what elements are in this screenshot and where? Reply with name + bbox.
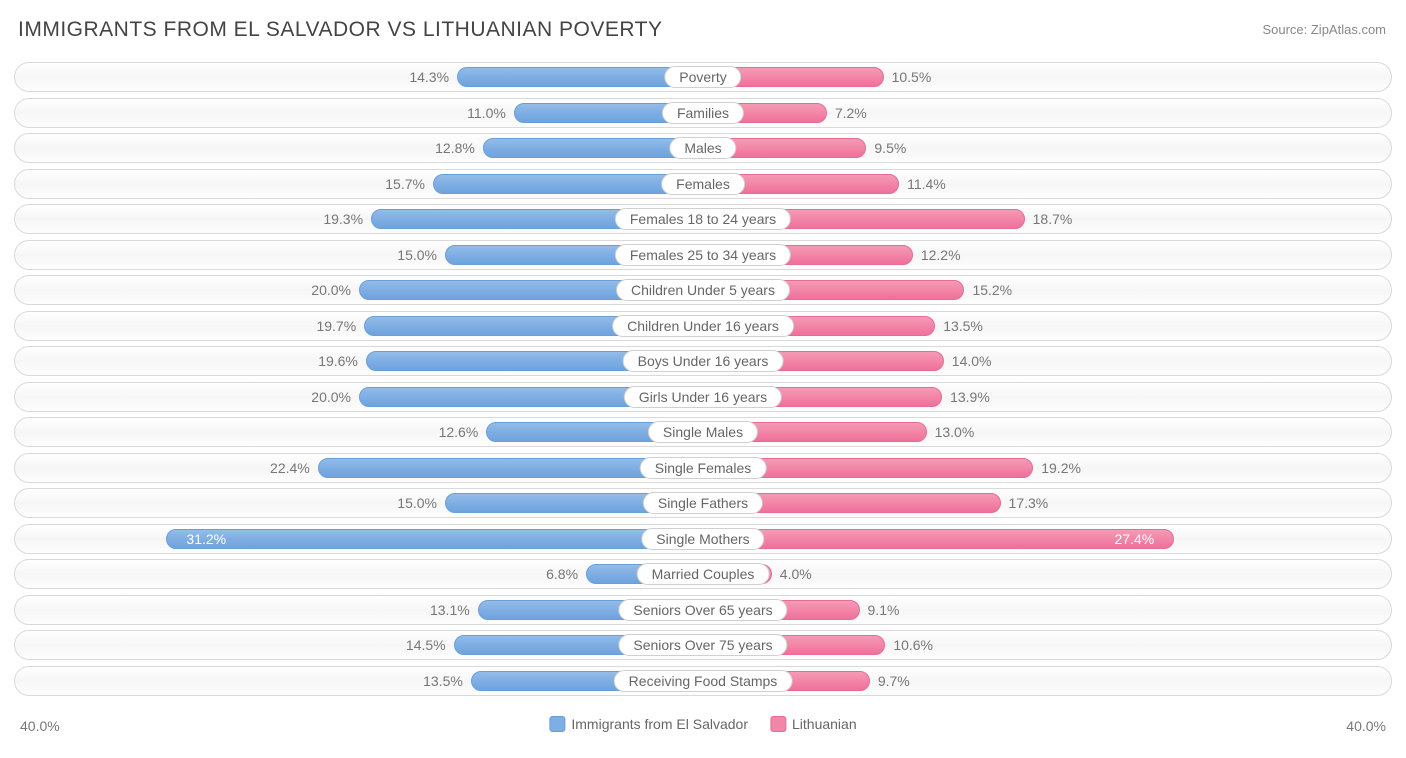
value-left: 13.1% (430, 602, 470, 618)
axis-max-right: 40.0% (1346, 718, 1386, 734)
source-attribution: Source: ZipAtlas.com (1262, 22, 1386, 37)
value-right: 9.5% (874, 140, 906, 156)
chart-row: 31.2% 27.4% Single Mothers (14, 524, 1392, 554)
value-right: 10.5% (892, 69, 932, 85)
value-left: 15.7% (385, 176, 425, 192)
value-right: 14.0% (952, 353, 992, 369)
chart-row: 12.8% 9.5% Males (14, 133, 1392, 163)
bar-left (166, 529, 703, 549)
value-left: 12.6% (439, 424, 479, 440)
value-right: 9.7% (878, 673, 910, 689)
value-left: 14.5% (406, 637, 446, 653)
legend-swatch-blue (549, 716, 565, 732)
chart-row: 12.6% 13.0% Single Males (14, 417, 1392, 447)
value-right: 13.9% (950, 389, 990, 405)
chart-row: 11.0% 7.2% Families (14, 98, 1392, 128)
value-right: 13.5% (943, 318, 983, 334)
value-left: 12.8% (435, 140, 475, 156)
chart-row: 14.5% 10.6% Seniors Over 75 years (14, 630, 1392, 660)
chart-row: 22.4% 19.2% Single Females (14, 453, 1392, 483)
chart-row: 13.5% 9.7% Receiving Food Stamps (14, 666, 1392, 696)
chart-row: 19.3% 18.7% Females 18 to 24 years (14, 204, 1392, 234)
row-label: Females (661, 173, 745, 195)
row-label: Boys Under 16 years (623, 350, 784, 372)
legend-label-left: Immigrants from El Salvador (571, 716, 748, 732)
bar-right (703, 529, 1174, 549)
value-left: 13.5% (423, 673, 463, 689)
legend-swatch-pink (770, 716, 786, 732)
row-label: Single Mothers (641, 528, 764, 550)
value-left: 20.0% (311, 282, 351, 298)
value-right: 27.4% (1115, 531, 1155, 547)
row-label: Single Fathers (643, 492, 763, 514)
row-label: Seniors Over 75 years (618, 634, 787, 656)
legend: Immigrants from El Salvador Lithuanian (549, 716, 856, 732)
value-right: 7.2% (835, 105, 867, 121)
value-right: 19.2% (1041, 460, 1081, 476)
chart-row: 20.0% 13.9% Girls Under 16 years (14, 382, 1392, 412)
chart-title: IMMIGRANTS FROM EL SALVADOR VS LITHUANIA… (18, 18, 663, 42)
value-right: 17.3% (1009, 495, 1049, 511)
chart-row: 19.7% 13.5% Children Under 16 years (14, 311, 1392, 341)
row-label: Seniors Over 65 years (618, 599, 787, 621)
row-label: Single Females (640, 457, 767, 479)
value-right: 15.2% (972, 282, 1012, 298)
row-label: Families (662, 102, 744, 124)
row-label: Males (669, 137, 736, 159)
legend-item-left: Immigrants from El Salvador (549, 716, 748, 732)
chart-row: 19.6% 14.0% Boys Under 16 years (14, 346, 1392, 376)
chart-footer: 40.0% Immigrants from El Salvador Lithua… (14, 712, 1392, 742)
row-label: Receiving Food Stamps (614, 670, 793, 692)
value-left: 15.0% (397, 247, 437, 263)
value-right: 12.2% (921, 247, 961, 263)
value-left: 14.3% (409, 69, 449, 85)
chart-row: 14.3% 10.5% Poverty (14, 62, 1392, 92)
row-label: Children Under 16 years (612, 315, 794, 337)
row-label: Females 25 to 34 years (615, 244, 791, 266)
value-left: 6.8% (546, 566, 578, 582)
value-left: 22.4% (270, 460, 310, 476)
chart-row: 15.0% 12.2% Females 25 to 34 years (14, 240, 1392, 270)
value-left: 31.2% (186, 531, 226, 547)
row-label: Girls Under 16 years (624, 386, 782, 408)
value-right: 4.0% (780, 566, 812, 582)
legend-item-right: Lithuanian (770, 716, 857, 732)
chart-row: 6.8% 4.0% Married Couples (14, 559, 1392, 589)
value-left: 19.6% (318, 353, 358, 369)
value-right: 11.4% (907, 176, 946, 192)
value-right: 9.1% (868, 602, 900, 618)
chart-row: 13.1% 9.1% Seniors Over 65 years (14, 595, 1392, 625)
row-label: Children Under 5 years (616, 279, 790, 301)
row-label: Single Males (648, 421, 758, 443)
value-left: 19.7% (316, 318, 356, 334)
row-label: Poverty (664, 66, 741, 88)
value-left: 15.0% (397, 495, 437, 511)
value-right: 13.0% (935, 424, 975, 440)
chart-area: 14.3% 10.5% Poverty 11.0% 7.2% Families 12.8% 9… (14, 62, 1392, 702)
value-left: 19.3% (323, 211, 363, 227)
row-label: Married Couples (637, 563, 770, 585)
value-left: 20.0% (311, 389, 351, 405)
legend-label-right: Lithuanian (792, 716, 857, 732)
value-right: 18.7% (1033, 211, 1073, 227)
axis-max-left: 40.0% (20, 718, 60, 734)
chart-row: 15.0% 17.3% Single Fathers (14, 488, 1392, 518)
chart-row: 20.0% 15.2% Children Under 5 years (14, 275, 1392, 305)
value-right: 10.6% (893, 637, 933, 653)
chart-row: 15.7% 11.4% Females (14, 169, 1392, 199)
value-left: 11.0% (467, 105, 506, 121)
row-label: Females 18 to 24 years (615, 208, 791, 230)
